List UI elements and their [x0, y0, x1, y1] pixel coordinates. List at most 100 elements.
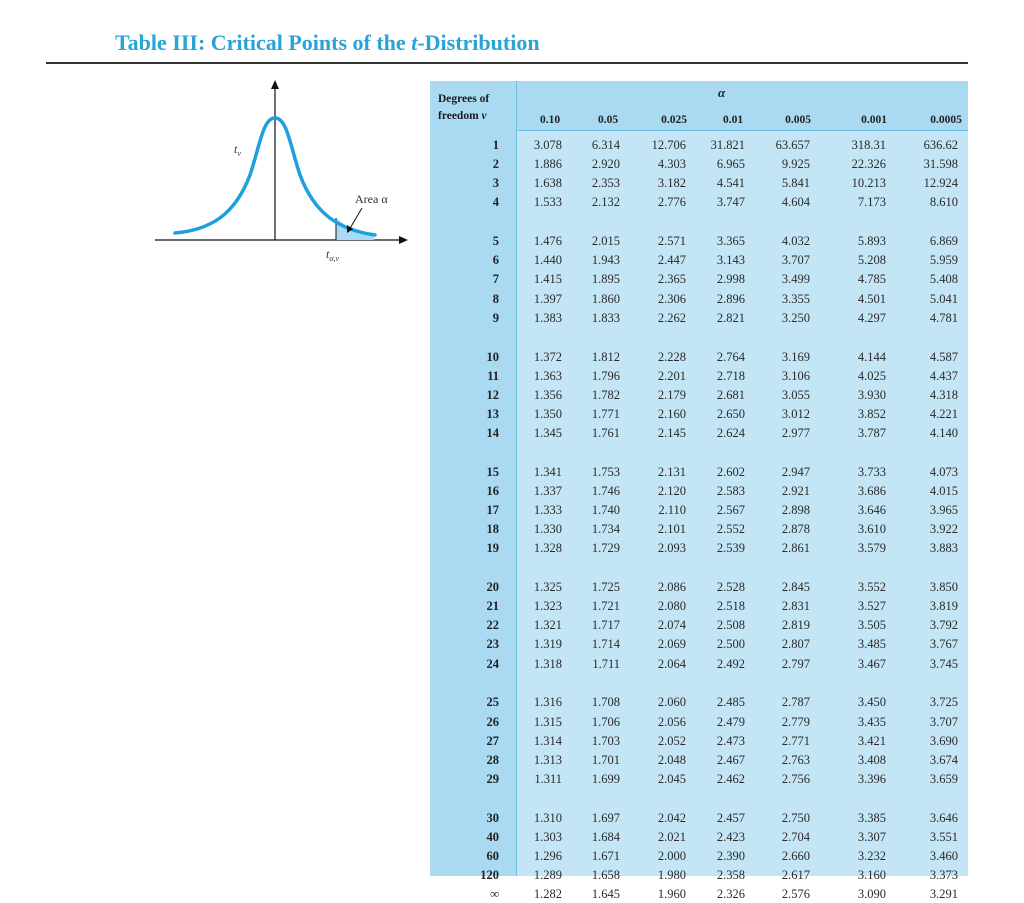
- value-cell: 1.860: [591, 291, 620, 306]
- value-cell: 1.476: [533, 234, 562, 249]
- value-cell: 5.408: [929, 272, 958, 287]
- value-cell: 3.646: [857, 503, 886, 517]
- value-cell: 3.707: [929, 714, 958, 729]
- value-cell: 1.325: [533, 580, 562, 595]
- value-cell: 2.528: [716, 580, 745, 595]
- value-cell: 2.060: [657, 695, 686, 710]
- value-cell: 3.686: [857, 483, 886, 498]
- df-cell: 28: [486, 752, 500, 767]
- value-cell: 2.807: [781, 637, 810, 652]
- value-cell: 1.440: [533, 253, 562, 268]
- value-cell: 5.041: [929, 291, 958, 306]
- value-cell: 3.527: [857, 599, 886, 614]
- value-cell: 1.734: [591, 522, 620, 537]
- value-cell: 2.365: [657, 272, 686, 287]
- value-cell: 2.457: [716, 810, 745, 825]
- df-cell: 40: [486, 829, 500, 844]
- value-cell: 2.831: [781, 599, 810, 614]
- value-cell: 3.579: [857, 541, 886, 556]
- df-cell: 3: [492, 176, 499, 191]
- y-axis-arrow: [271, 80, 279, 89]
- value-cell: 2.045: [657, 771, 686, 786]
- value-cell: 2.462: [716, 771, 745, 786]
- critical-points-table: α Degrees of freedom ν 0.10 0.05 0.025 0.01…: [430, 81, 968, 901]
- value-cell: 2.878: [781, 522, 810, 537]
- value-cell: 2.052: [657, 733, 686, 748]
- value-cell: 2.069: [657, 637, 686, 652]
- value-cell: 3.232: [857, 848, 886, 863]
- value-cell: 3.106: [781, 368, 810, 383]
- value-cell: 2.947: [781, 464, 810, 479]
- value-cell: 3.930: [857, 387, 886, 402]
- value-cell: 3.690: [929, 733, 958, 748]
- value-cell: 3.090: [857, 887, 886, 902]
- value-cell: 2.306: [657, 291, 686, 306]
- value-cell: 1.697: [591, 810, 620, 825]
- value-cell: 2.390: [716, 848, 745, 863]
- value-cell: 9.925: [781, 157, 810, 172]
- value-cell: 1.943: [591, 253, 620, 268]
- df-cell: 29: [486, 771, 500, 786]
- value-cell: 1.330: [533, 522, 562, 537]
- value-cell: 2.423: [716, 829, 745, 844]
- value-cell: 4.785: [857, 272, 886, 287]
- value-cell: 2.921: [781, 483, 810, 498]
- value-cell: 2.228: [657, 349, 686, 364]
- value-cell: 1.363: [533, 368, 562, 383]
- value-cell: 3.012: [781, 406, 810, 421]
- df-cell: 25: [486, 695, 500, 710]
- value-cell: 2.160: [657, 406, 686, 421]
- title-variable: t: [411, 30, 418, 55]
- df-cell: 17: [486, 503, 500, 517]
- value-cell: 12.706: [651, 138, 686, 152]
- value-cell: 4.303: [657, 157, 686, 172]
- column-divider: [516, 81, 517, 876]
- value-cell: 3.646: [929, 810, 958, 825]
- value-cell: 318.31: [851, 138, 886, 152]
- value-cell: 2.567: [716, 503, 745, 517]
- value-cell: 3.505: [857, 618, 886, 633]
- value-cell: 22.326: [851, 157, 886, 172]
- table-header-band: [430, 81, 968, 130]
- value-cell: 4.073: [929, 464, 958, 479]
- df-cell: 5: [492, 234, 499, 249]
- value-cell: 2.000: [657, 848, 686, 863]
- df-cell: 14: [486, 425, 500, 440]
- value-cell: 1.714: [591, 637, 620, 652]
- df-cell: 24: [486, 656, 500, 671]
- value-cell: 2.179: [657, 387, 686, 402]
- value-cell: 1.316: [533, 695, 562, 710]
- alpha-header: α: [718, 85, 726, 100]
- value-cell: 1.372: [533, 349, 562, 364]
- value-cell: 4.025: [857, 368, 886, 383]
- value-cell: 1.323: [533, 599, 562, 614]
- value-cell: 2.479: [716, 714, 745, 729]
- table-title: Table III: Critical Points of the t-Dist…: [115, 30, 540, 56]
- value-cell: 3.460: [929, 848, 958, 863]
- value-cell: 1.313: [533, 752, 562, 767]
- value-cell: 1.638: [533, 176, 562, 191]
- value-cell: 2.821: [716, 310, 745, 325]
- value-cell: 2.896: [716, 291, 745, 306]
- df-cell: ∞: [490, 887, 499, 902]
- value-cell: 1.960: [657, 887, 686, 902]
- value-cell: 4.437: [929, 368, 958, 383]
- value-cell: 2.771: [781, 733, 810, 748]
- value-cell: 1.711: [592, 656, 620, 671]
- alpha-header-cell: 0.01: [722, 114, 744, 126]
- value-cell: 2.145: [657, 425, 686, 440]
- value-cell: 3.552: [857, 580, 886, 595]
- value-cell: 3.733: [857, 464, 886, 479]
- value-cell: 2.681: [716, 387, 745, 402]
- value-cell: 2.977: [781, 425, 810, 440]
- alpha-header-cell: 0.025: [661, 114, 687, 126]
- value-cell: 12.924: [923, 176, 958, 191]
- value-cell: 2.021: [657, 829, 686, 844]
- value-cell: 1.980: [657, 868, 686, 882]
- df-cell: 23: [486, 637, 500, 652]
- alpha-header-cell: 0.10: [539, 114, 561, 126]
- value-cell: 1.721: [591, 599, 620, 614]
- value-cell: 2.358: [716, 868, 745, 882]
- area-pointer: [348, 207, 363, 231]
- value-cell: 2.131: [657, 464, 686, 479]
